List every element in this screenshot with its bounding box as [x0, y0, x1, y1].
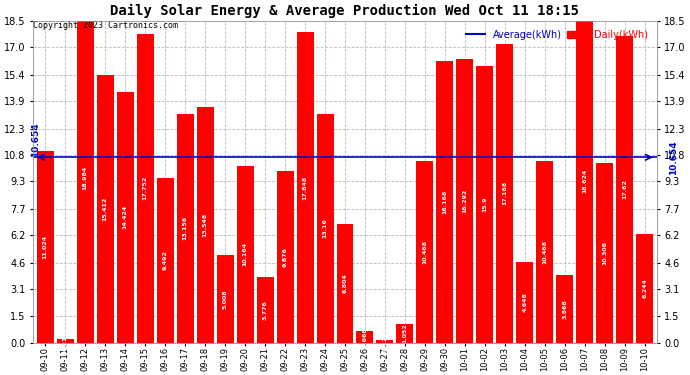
Text: 1.052: 1.052 [402, 324, 407, 343]
Text: 16.168: 16.168 [442, 190, 447, 214]
Text: 9.876: 9.876 [283, 247, 288, 267]
Text: 3.868: 3.868 [562, 299, 567, 319]
Bar [277, 171, 293, 342]
Text: 10.468: 10.468 [422, 240, 427, 264]
Text: 3.776: 3.776 [263, 300, 268, 320]
Legend: Average(kWh), Daily(kWh): Average(kWh), Daily(kWh) [462, 26, 652, 44]
Bar [596, 164, 613, 342]
Bar [337, 224, 353, 342]
Bar [97, 75, 114, 342]
Text: 13.548: 13.548 [203, 213, 208, 237]
Bar [556, 275, 573, 342]
Text: 0.668: 0.668 [362, 327, 368, 346]
Bar [77, 12, 94, 342]
Bar [317, 114, 333, 342]
Bar [217, 255, 234, 342]
Text: 6.244: 6.244 [642, 278, 647, 298]
Bar [377, 340, 393, 342]
Bar [417, 160, 433, 342]
Text: 10.654: 10.654 [31, 123, 40, 157]
Bar [257, 277, 273, 342]
Bar [516, 262, 533, 342]
Bar [496, 44, 513, 342]
Text: 17.62: 17.62 [622, 179, 627, 199]
Text: 15.412: 15.412 [103, 196, 108, 220]
Text: 10.468: 10.468 [542, 240, 547, 264]
Bar [57, 339, 74, 342]
Bar [237, 166, 254, 342]
Bar [576, 19, 593, 342]
Text: 0.216: 0.216 [63, 331, 68, 351]
Bar [37, 151, 54, 342]
Text: 9.492: 9.492 [163, 250, 168, 270]
Text: 14.424: 14.424 [123, 205, 128, 229]
Text: 13.16: 13.16 [322, 218, 328, 238]
Bar [357, 331, 373, 342]
Text: 17.752: 17.752 [143, 176, 148, 200]
Bar [157, 177, 174, 342]
Text: Copyright 2023 Cartronics.com: Copyright 2023 Cartronics.com [33, 21, 178, 30]
Text: 10.308: 10.308 [602, 241, 607, 265]
Bar [197, 107, 214, 342]
Bar [536, 160, 553, 342]
Text: 13.156: 13.156 [183, 216, 188, 240]
Text: 0.128: 0.128 [382, 332, 388, 351]
Text: 10.654: 10.654 [669, 140, 678, 175]
Text: 18.624: 18.624 [582, 168, 587, 193]
Text: 16.292: 16.292 [462, 189, 467, 213]
Bar [436, 62, 453, 342]
Text: 4.648: 4.648 [522, 292, 527, 312]
Bar [137, 34, 154, 342]
Text: 17.848: 17.848 [302, 175, 308, 200]
Bar [177, 114, 194, 342]
Text: 5.008: 5.008 [223, 289, 228, 309]
Bar [397, 324, 413, 342]
Text: 18.984: 18.984 [83, 165, 88, 190]
Text: 11.024: 11.024 [43, 235, 48, 259]
Bar [636, 234, 653, 342]
Text: 10.164: 10.164 [243, 242, 248, 266]
Bar [456, 59, 473, 342]
Title: Daily Solar Energy & Average Production Wed Oct 11 18:15: Daily Solar Energy & Average Production … [110, 4, 580, 18]
Bar [616, 36, 633, 342]
Text: 17.168: 17.168 [502, 181, 507, 206]
Bar [117, 92, 134, 342]
Bar [297, 32, 313, 342]
Text: 15.9: 15.9 [482, 196, 487, 212]
Bar [476, 66, 493, 342]
Text: 6.804: 6.804 [342, 273, 348, 293]
